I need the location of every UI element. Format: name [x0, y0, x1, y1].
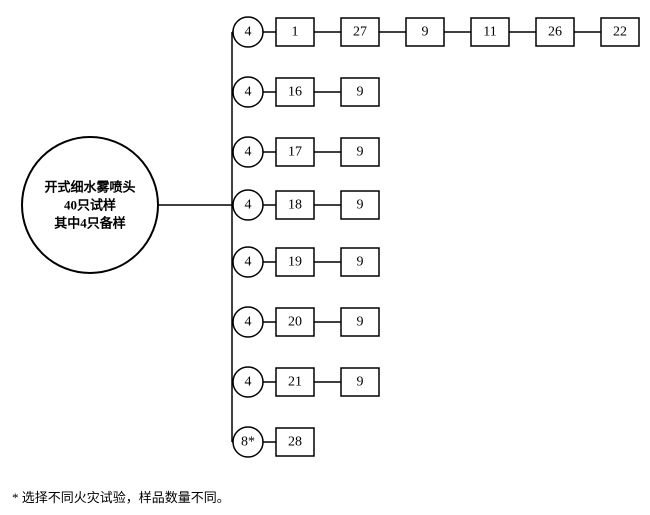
count-circle-label: 4: [245, 375, 252, 390]
step-box-label: 9: [357, 315, 364, 330]
step-box-label: 20: [288, 315, 302, 330]
step-box-label: 11: [483, 25, 496, 40]
step-box-label: 9: [357, 85, 364, 100]
step-box-label: 9: [422, 25, 429, 40]
count-circle-label: 4: [245, 145, 252, 160]
step-box-label: 18: [288, 198, 302, 213]
root-circle-label: 开式细水雾喷头: [44, 180, 135, 195]
root-circle-label: 其中4只备样: [54, 216, 126, 231]
count-circle-label: 4: [245, 315, 252, 330]
step-box-label: 16: [288, 85, 302, 100]
step-box-label: 9: [357, 255, 364, 270]
step-box-label: 9: [357, 145, 364, 160]
step-box-label: 9: [357, 198, 364, 213]
step-box-label: 21: [288, 375, 302, 390]
step-box-label: 17: [288, 145, 302, 160]
step-box-label: 27: [353, 25, 367, 40]
step-box-label: 26: [548, 25, 562, 40]
flow-diagram: 开式细水雾喷头 40只试样其中4只备样 4 1 27 9 11 26 22 4 16 9 4 17 9 4 18…: [0, 0, 650, 515]
step-box-label: 1: [292, 25, 299, 40]
root-circle-label: 40只试样: [64, 198, 116, 213]
step-box-label: 19: [288, 255, 302, 270]
step-box-label: 28: [288, 435, 302, 450]
count-circle-label: 4: [245, 255, 252, 270]
step-box-label: 9: [357, 375, 364, 390]
count-circle-label: 4: [245, 198, 252, 213]
count-circle-label: 4: [245, 25, 252, 40]
count-circle-label: 4: [245, 85, 252, 100]
footnote-text: * 选择不同火灾试验，样品数量不同。: [12, 490, 230, 505]
count-circle-label: 8*: [241, 435, 255, 450]
step-box-label: 22: [613, 25, 627, 40]
